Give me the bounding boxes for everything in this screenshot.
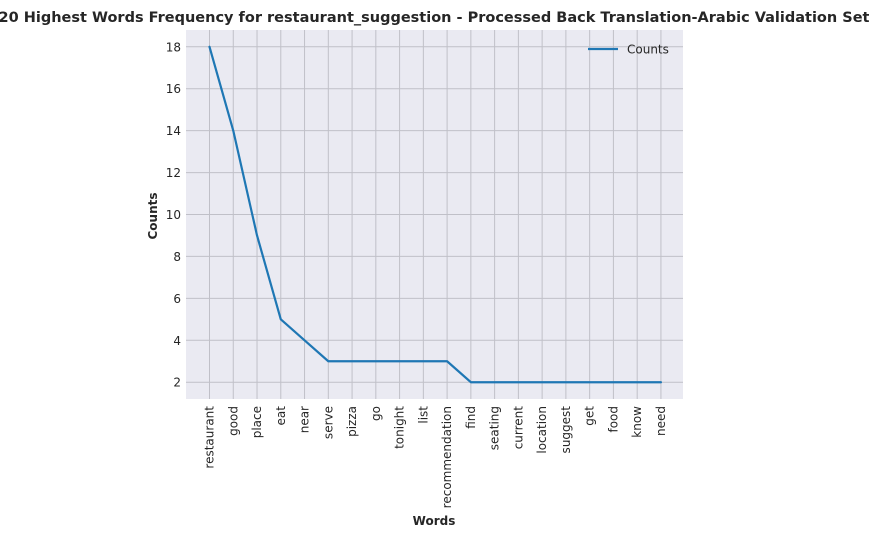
- x-tick-label: need: [654, 406, 668, 436]
- x-tick-label: go: [369, 406, 383, 421]
- x-tick-label: recommendation: [440, 406, 454, 508]
- y-tick-label: 6: [173, 292, 181, 306]
- x-tick-label: pizza: [345, 406, 359, 437]
- x-tick-label: food: [606, 406, 620, 433]
- x-tick-label: restaurant: [203, 406, 217, 469]
- x-tick-label: tonight: [393, 406, 407, 449]
- legend-label: Counts: [627, 43, 669, 57]
- y-tick-label: 2: [173, 376, 181, 390]
- x-tick-label: eat: [274, 406, 288, 426]
- y-tick-label: 16: [166, 82, 181, 96]
- grid: [186, 30, 683, 399]
- x-axis-ticks: restaurant good place eat near serve pizza go to…: [203, 406, 668, 509]
- x-axis-label: Words: [413, 514, 456, 528]
- x-tick-label: place: [250, 406, 264, 438]
- x-tick-label: serve: [321, 406, 335, 439]
- series-line: [208, 45, 663, 384]
- x-tick-label: location: [535, 406, 549, 454]
- chart-title: 20 Highest Words Frequency for restauran…: [0, 10, 869, 26]
- y-tick-label: 18: [166, 40, 181, 54]
- series-layer: [208, 45, 663, 384]
- x-tick-label: seating: [488, 406, 502, 450]
- x-tick-label: suggest: [559, 406, 573, 454]
- y-tick-label: 12: [166, 166, 181, 180]
- x-tick-label: get: [583, 406, 597, 426]
- y-tick-label: 8: [173, 250, 181, 264]
- legend: Counts: [588, 43, 669, 57]
- y-axis-ticks: 2 4 6 8 10 12 14 16 18: [166, 40, 181, 389]
- x-tick-label: near: [298, 406, 312, 433]
- y-axis-label: Counts: [146, 192, 160, 239]
- x-tick-label: know: [630, 406, 644, 438]
- x-tick-label: current: [511, 406, 525, 450]
- y-tick-label: 4: [173, 334, 181, 348]
- y-tick-label: 14: [166, 124, 181, 138]
- x-tick-label: find: [464, 406, 478, 429]
- x-tick-label: good: [226, 406, 240, 436]
- x-tick-label: list: [416, 406, 430, 424]
- y-tick-label: 10: [166, 208, 181, 222]
